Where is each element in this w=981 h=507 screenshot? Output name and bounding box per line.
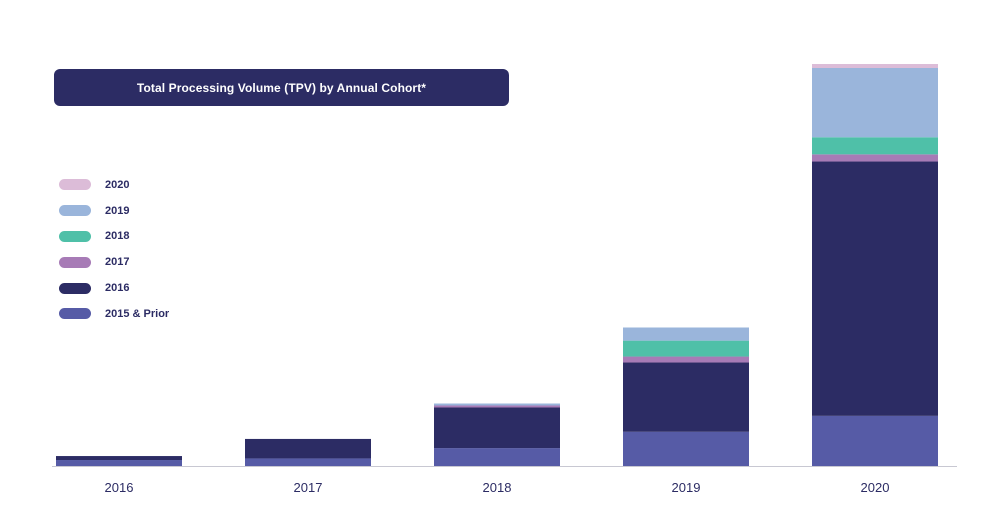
x-tick-label: 2019 bbox=[672, 480, 701, 495]
legend-label: 2019 bbox=[105, 204, 130, 217]
legend: 2020 2019 2018 2017 2016 2015 & Prior bbox=[59, 172, 169, 327]
x-tick-label: 2016 bbox=[105, 480, 134, 495]
bar-segment-2017-2015-prior bbox=[245, 458, 371, 466]
legend-label: 2016 bbox=[105, 282, 130, 295]
bar-segment-2017-2016 bbox=[245, 438, 371, 459]
bar-segment-2018-2016 bbox=[434, 407, 560, 449]
legend-label: 2020 bbox=[105, 178, 130, 191]
bar-segment-2016-2016 bbox=[56, 456, 182, 461]
bar-segment-2020-2018 bbox=[812, 137, 938, 155]
legend-item-2018: 2018 bbox=[59, 224, 169, 250]
legend-swatch-2017 bbox=[59, 256, 91, 268]
chart-title-banner: Total Processing Volume (TPV) by Annual … bbox=[54, 69, 509, 106]
bar-segment-2019-2016 bbox=[623, 362, 749, 432]
x-tick-label: 2018 bbox=[483, 480, 512, 495]
legend-swatch-2018 bbox=[59, 230, 91, 242]
legend-swatch-2019 bbox=[59, 205, 91, 217]
legend-item-2017: 2017 bbox=[59, 249, 169, 275]
bar-segment-2020-2015-prior bbox=[812, 415, 938, 466]
legend-label: 2015 & Prior bbox=[105, 307, 170, 320]
bar-segment-2016-2015-prior bbox=[56, 460, 182, 466]
bar-segment-2018-2017 bbox=[434, 405, 560, 408]
bar-segment-2019-2015-prior bbox=[623, 431, 749, 466]
legend-item-2015-prior: 2015 & Prior bbox=[59, 301, 169, 327]
bar-segment-2020-2017 bbox=[812, 154, 938, 162]
legend-swatch-2015-prior bbox=[59, 308, 91, 320]
x-tick-label: 2020 bbox=[861, 480, 890, 495]
x-tick-label: 2017 bbox=[294, 480, 323, 495]
bar-segment-2020-2019 bbox=[812, 68, 938, 138]
legend-item-2016: 2016 bbox=[59, 275, 169, 301]
legend-label: 2018 bbox=[105, 230, 130, 243]
legend-swatch-2016 bbox=[59, 282, 91, 294]
bar-segment-2019-2018 bbox=[623, 340, 749, 357]
bar-segment-2018-2019 bbox=[434, 403, 560, 406]
bar-segment-2018-2015-prior bbox=[434, 448, 560, 466]
legend-item-2020: 2020 bbox=[59, 172, 169, 198]
bar-segment-2020-2016 bbox=[812, 161, 938, 416]
chart-title: Total Processing Volume (TPV) by Annual … bbox=[136, 80, 427, 95]
bar-segment-2019-2017 bbox=[623, 356, 749, 363]
legend-label: 2017 bbox=[105, 256, 130, 269]
bar-segment-2020-2020 bbox=[812, 64, 938, 68]
legend-item-2019: 2019 bbox=[59, 198, 169, 224]
bar-segment-2019-2019 bbox=[623, 327, 749, 341]
legend-swatch-2020 bbox=[59, 179, 91, 191]
